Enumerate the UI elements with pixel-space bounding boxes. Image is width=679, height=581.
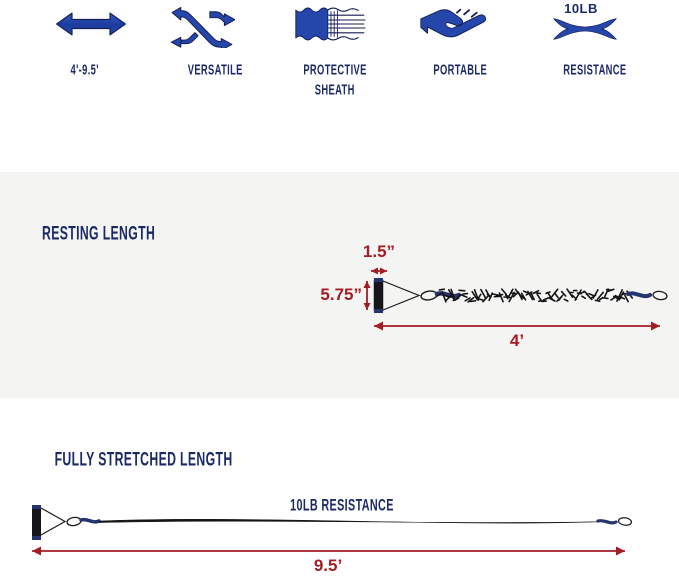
svg-text:9.5’: 9.5’ — [314, 556, 342, 575]
